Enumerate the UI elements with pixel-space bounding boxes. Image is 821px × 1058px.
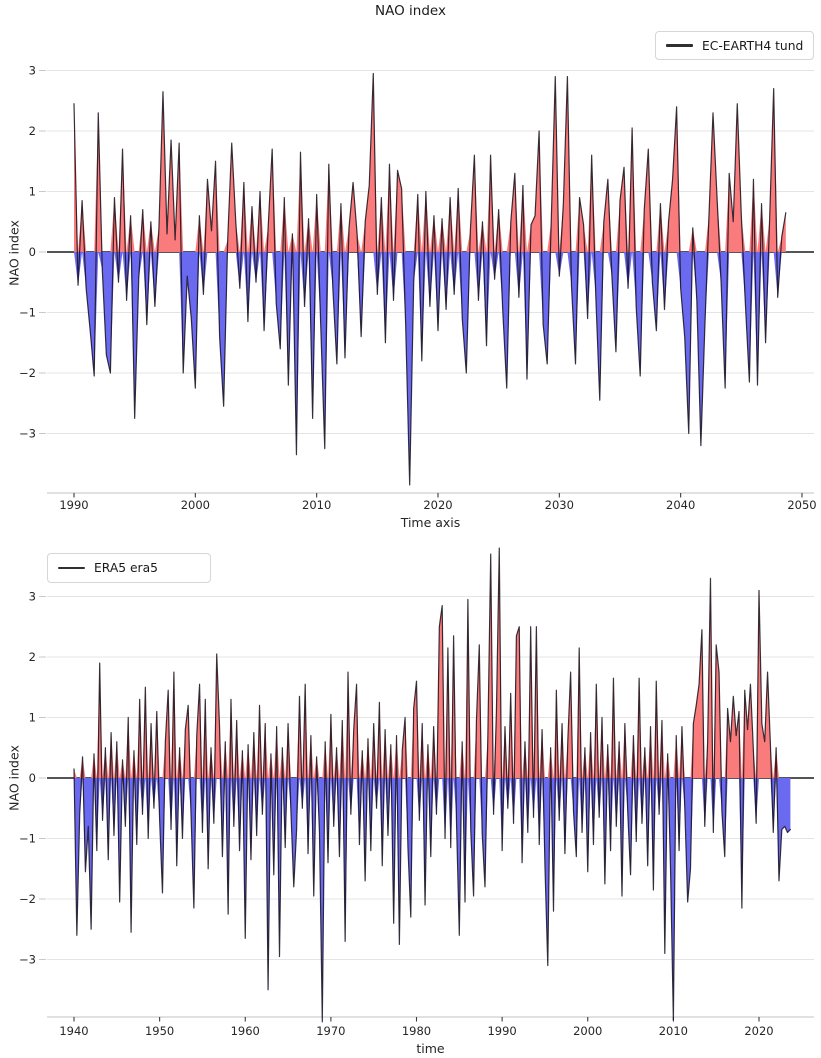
x-tick-label: 2000 (573, 1024, 602, 1038)
x-tick-label: 2030 (545, 498, 574, 512)
x-tick-label: 2020 (744, 1024, 773, 1038)
gridlines: 3 2 1 0 −1 −2 −3 (19, 64, 814, 441)
x-tick-label: 1990 (59, 498, 88, 512)
y-axis-label-top: NAO index (6, 220, 22, 286)
series-line (73, 72, 787, 486)
chart-ec-earth4: 3 2 1 0 −1 −2 −3 1990 2000 2010 2020 2030 2040 2050 (19, 64, 817, 513)
y-tick-label: 1 (29, 711, 36, 725)
x-tick-label: 2010 (659, 1024, 688, 1038)
negative-area-fill (74, 252, 786, 485)
x-tick-label: 1960 (231, 1024, 260, 1038)
y-tick-label: −3 (19, 953, 36, 967)
legend-era5: ERA5 era5 (47, 553, 211, 583)
y-tick-label: 3 (29, 590, 36, 604)
legend-label: ERA5 era5 (94, 561, 158, 575)
x-axis-label-bottom: time (416, 1041, 445, 1056)
chart-title: NAO index (375, 3, 446, 19)
series-line (73, 547, 791, 1023)
y-tick-label: 2 (29, 124, 36, 138)
x-tick-label: 1970 (316, 1024, 345, 1038)
y-tick-label: −1 (19, 306, 36, 320)
x-tick-label: 2010 (302, 498, 331, 512)
x-tick-label: 2040 (666, 498, 695, 512)
y-tick-label: 0 (29, 771, 36, 785)
y-tick-label: 0 (29, 245, 36, 259)
legend-line-sample (666, 44, 693, 47)
legend-ec-earth4: EC-EARTH4 tund (655, 31, 814, 60)
x-tick-label: 1940 (59, 1024, 88, 1038)
y-tick-label: 2 (29, 650, 36, 664)
x-tick-label: 2050 (787, 498, 816, 512)
x-tick-label: 1980 (402, 1024, 431, 1038)
y-tick-label: −1 (19, 832, 36, 846)
y-tick-label: −2 (19, 366, 36, 380)
x-tick-label: 2000 (181, 498, 210, 512)
y-axis-label-bottom: NAO index (6, 745, 22, 811)
y-tick-label: 3 (29, 64, 36, 78)
chart-era5: 3 2 1 0 −1 −2 −3 1940 1950 1960 1970 1980 1990 2000 20… (19, 547, 814, 1038)
x-axis-label-top: Time axis (400, 515, 461, 530)
y-tick-label: 1 (29, 185, 36, 199)
legend-label: EC-EARTH4 tund (702, 38, 804, 53)
y-tick-label: −2 (19, 892, 36, 906)
legend-line-sample (58, 566, 85, 570)
x-tick-label: 1950 (145, 1024, 174, 1038)
positive-area-fill (74, 548, 791, 778)
x-tick-label: 2020 (423, 498, 452, 512)
x-tick-label: 1990 (487, 1024, 516, 1038)
y-tick-label: −3 (19, 427, 36, 441)
